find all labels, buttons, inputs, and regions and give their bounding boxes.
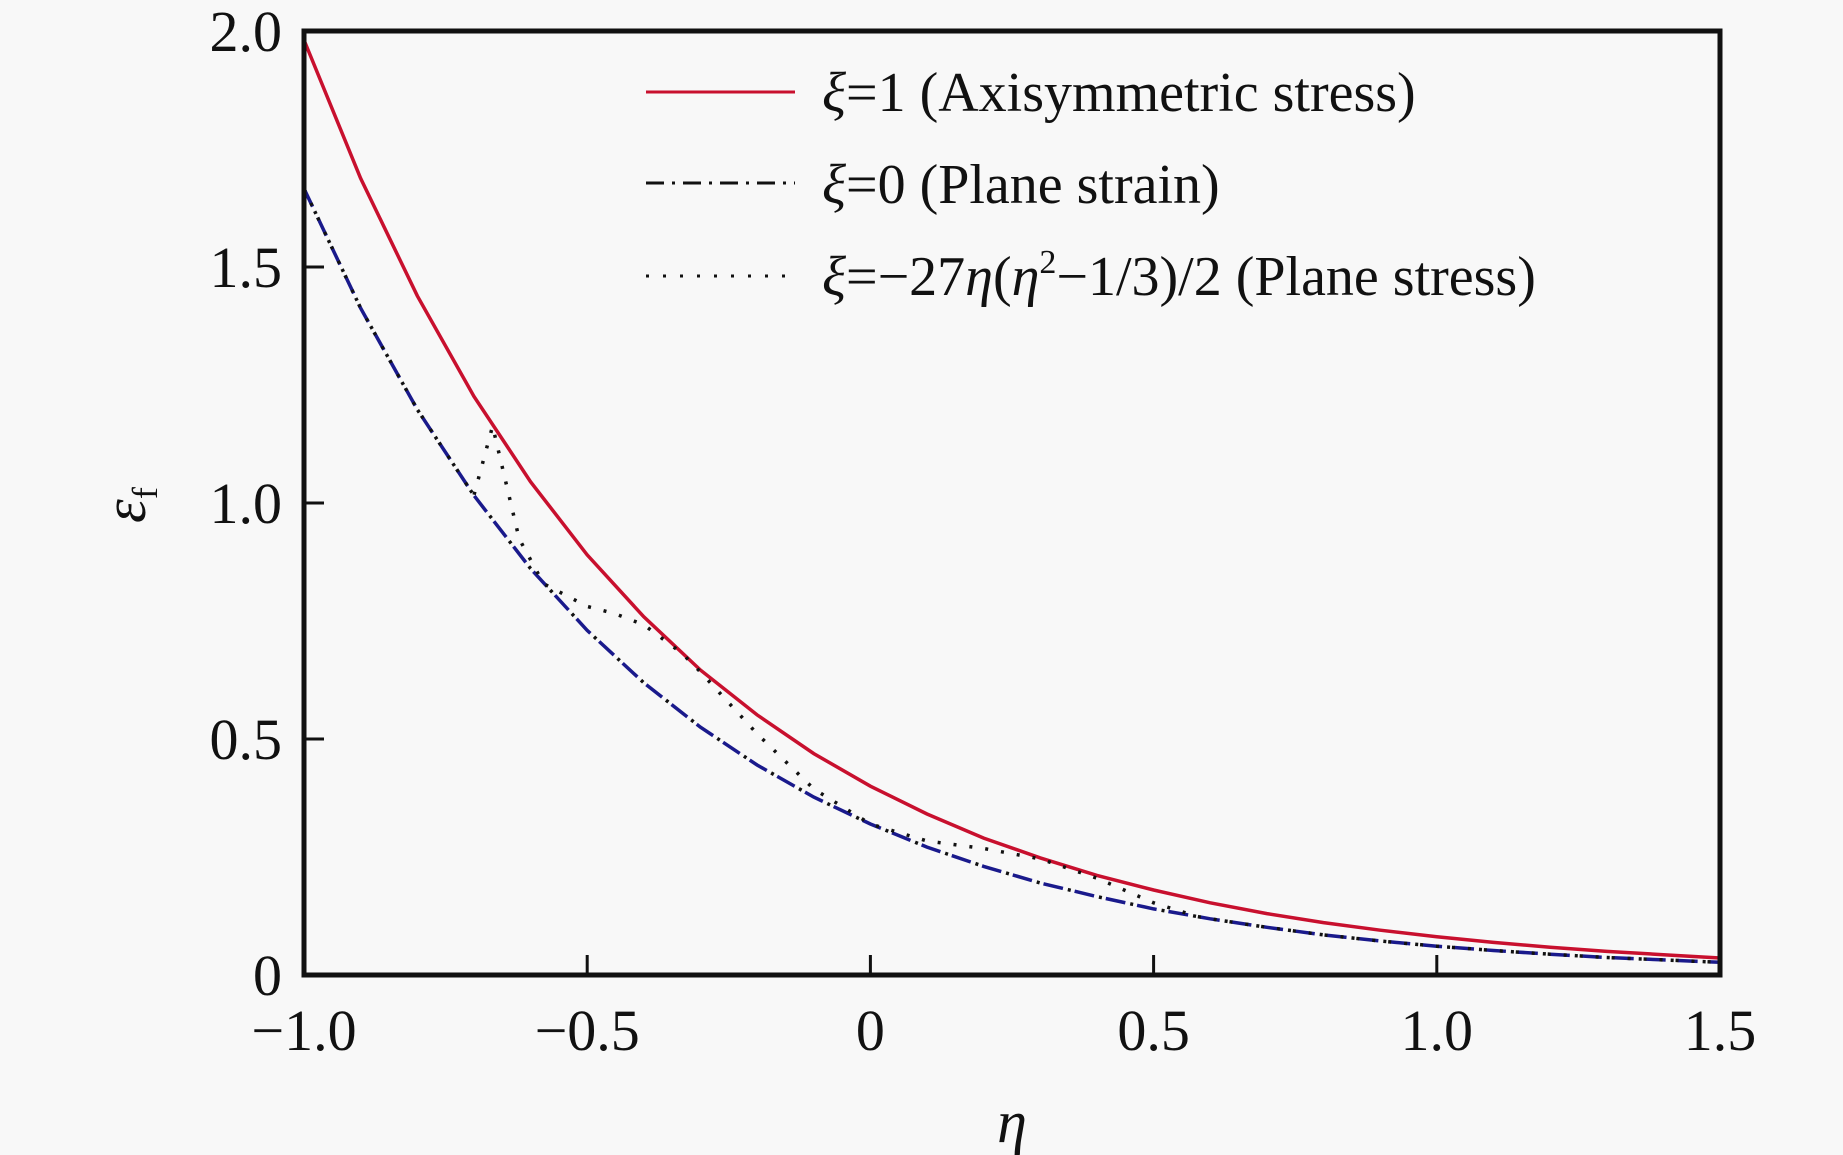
x-tick-label: −1.0 bbox=[251, 998, 356, 1063]
y-tick-label: 0 bbox=[253, 943, 282, 1008]
y-tick-label: 2.0 bbox=[210, 0, 283, 64]
legend-label-plane-strain: ξ=0 (Plane strain) bbox=[822, 154, 1220, 216]
x-tick-label: 0.5 bbox=[1117, 998, 1190, 1063]
y-axis-label-subscript: f bbox=[125, 487, 165, 499]
series-axisymmetric bbox=[302, 39, 1721, 960]
series-layer bbox=[302, 39, 1721, 965]
y-axis-label: εf bbox=[92, 487, 165, 523]
series-plane-stress bbox=[302, 187, 1721, 965]
y-tick-label: 0.5 bbox=[210, 707, 283, 772]
svg-text:εf: εf bbox=[92, 487, 165, 523]
x-tick-label: 0 bbox=[856, 998, 885, 1063]
x-tick-label: 1.0 bbox=[1401, 998, 1474, 1063]
x-tick-label: −0.5 bbox=[535, 998, 640, 1063]
legend-label-axisymmetric: ξ=1 (Axisymmetric stress) bbox=[822, 62, 1416, 124]
legend-label-plane-stress: ξ=−27η(η2−1/3)/2 (Plane stress) bbox=[822, 244, 1536, 308]
y-tick-label: 1.0 bbox=[210, 471, 283, 536]
series-plane-strain-dashes bbox=[302, 187, 1721, 965]
y-tick-label: 1.5 bbox=[210, 235, 283, 300]
ticks-layer: −1.0 −0.5 0 0.5 1.0 1.5 0 0.5 1.0 1.5 2.0 bbox=[210, 0, 1757, 1063]
x-axis-label: η bbox=[997, 1089, 1027, 1155]
legend: ξ=1 (Axisymmetric stress) ξ=0 (Plane str… bbox=[646, 62, 1536, 308]
y-axis-label-symbol: ε bbox=[92, 499, 158, 523]
x-tick-label: 1.5 bbox=[1684, 998, 1757, 1063]
